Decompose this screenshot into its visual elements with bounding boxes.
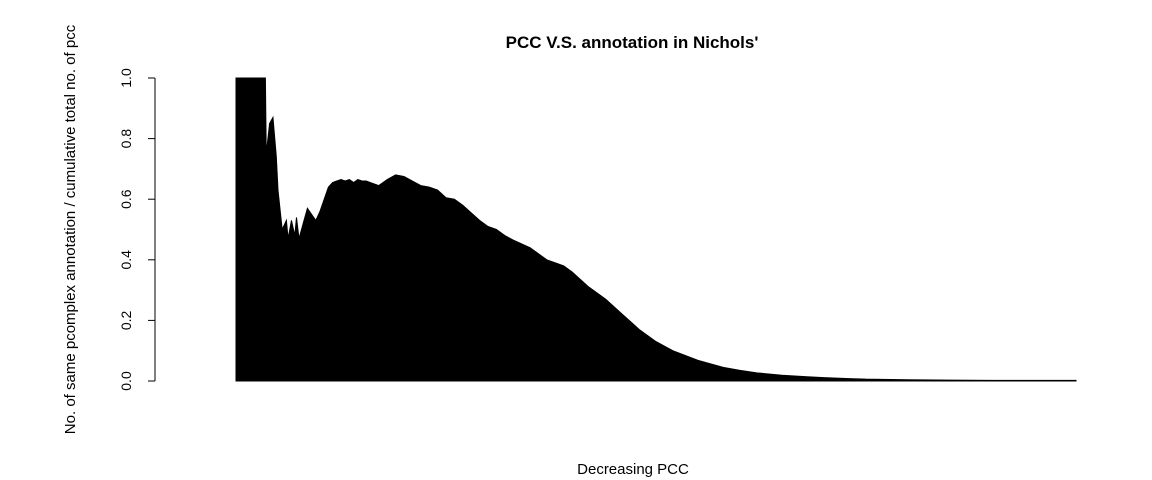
chart-title: PCC V.S. annotation in Nichols' [506,33,759,52]
y-tick-label: 0.8 [118,129,134,149]
y-tick-label: 0.0 [118,371,134,391]
y-axis-label: No. of same pcomplex annotation / cumula… [62,24,79,434]
y-tick-label: 0.2 [118,310,134,330]
series-area [235,77,1077,382]
y-tick-label: 1.0 [118,68,134,88]
y-tick-label: 0.4 [118,250,134,270]
y-axis: 0.0 0.2 0.4 0.6 0.8 1.0 [118,68,156,391]
plot-area [235,77,1077,382]
x-axis-label: Decreasing PCC [577,461,689,478]
y-tick-label: 0.6 [118,189,134,209]
